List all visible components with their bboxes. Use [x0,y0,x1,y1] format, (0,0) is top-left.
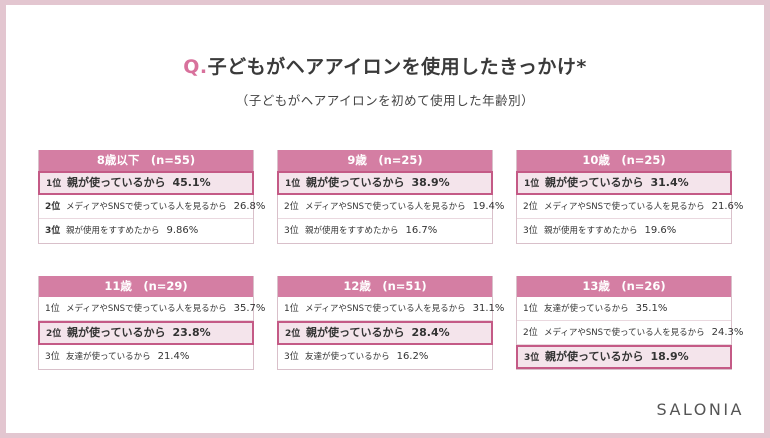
percent-value: 21.6% [711,201,744,212]
rank-label: 3位 [523,226,538,236]
reason-text: 友達が使っているから [305,352,390,362]
card-header: 11歳 (n=29) [39,276,253,297]
percent-value: 28.4% [411,326,450,339]
rank-label: 3位 [284,226,299,236]
rank-label: 3位 [45,226,61,236]
rank-row: 3位 友達が使っているから 21.4% [39,345,253,369]
percent-value: 18.9% [650,350,689,363]
rank-label: 3位 [45,352,60,362]
rank-row: 2位 メディアやSNSで使っている人を見るから 19.4% [278,195,504,219]
card-age-13: 13歳 (n=26) 1位 友達が使っているから 35.1% 2位 メディアやSNSで… [516,276,743,370]
reason-text: 親が使っているから [67,326,166,339]
percent-value: 31.4% [650,176,689,189]
rank-label: 1位 [46,179,62,189]
page-frame: Q.子どもがヘアアイロンを使用したきっかけ* （子どもがヘアアイロンを初めて使用… [6,5,764,433]
reason-text: 親が使っているから [306,326,405,339]
card-header: 13歳 (n=26) [517,276,731,297]
rank-label: 2位 [46,329,62,339]
rank-label: 2位 [285,329,301,339]
percent-value: 38.9% [411,176,450,189]
rank-row: 2位 メディアやSNSで使っている人を見るから 26.8% [39,195,265,219]
percent-value: 21.4% [157,351,190,362]
percent-value: 9.86% [166,225,199,236]
reason-text: 親が使っているから [545,350,644,363]
percent-value: 23.8% [172,326,211,339]
rank-row: 3位 親が使用をすすめたから 9.86% [39,219,253,243]
page-subtitle: （子どもがヘアアイロンを初めて使用した年齢別） [235,93,535,108]
reason-text: 友達が使っているから [544,304,629,314]
rank-label: 2位 [523,202,538,212]
rank-row: 1位 親が使っているから 31.4% [516,171,732,195]
reason-text: メディアやSNSで使っている人を見るから [305,304,466,314]
rank-label: 1位 [523,304,538,314]
card-header: 9歳 (n=25) [278,150,492,171]
rank-label: 1位 [524,179,540,189]
percent-value: 35.7% [233,303,266,314]
card-age-10: 10歳 (n=25) 1位 親が使っているから 31.4% 2位 メディアやSNSで使… [516,150,743,244]
percent-value: 24.3% [711,327,744,338]
rank-row: 2位 メディアやSNSで使っている人を見るから 21.6% [517,195,743,219]
percent-value: 19.4% [472,201,505,212]
rank-row: 2位 親が使っているから 28.4% [277,321,493,345]
rank-row: 1位 メディアやSNSで使っている人を見るから 31.1% [278,297,504,321]
rank-label: 2位 [45,202,61,212]
rank-label: 1位 [45,304,60,314]
reason-text: 親が使用をすすめたから [66,226,160,236]
rank-row: 2位 メディアやSNSで使っている人を見るから 24.3% [517,321,743,345]
card-age-8-under: 8歳以下 (n=55) 1位 親が使っているから 45.1% 2位 メディアやSNSで… [38,150,265,244]
reason-text: 親が使っているから [67,176,166,189]
rank-row: 1位 友達が使っているから 35.1% [517,297,731,321]
reason-text: メディアやSNSで使っている人を見るから [544,202,705,212]
card-age-9: 9歳 (n=25) 1位 親が使っているから 38.9% 2位 メディアやSNSで使っ… [277,150,504,244]
card-header: 8歳以下 (n=55) [39,150,253,171]
rank-row: 1位 メディアやSNSで使っている人を見るから 35.7% [39,297,265,321]
rank-label: 3位 [284,352,299,362]
rank-row: 3位 友達が使っているから 16.2% [278,345,492,369]
reason-text: メディアやSNSで使っている人を見るから [66,202,227,212]
reason-text: メディアやSNSで使っている人を見るから [66,304,227,314]
card-age-12: 12歳 (n=51) 1位 メディアやSNSで使っている人を見るから 31.1% 2… [277,276,504,370]
percent-value: 31.1% [472,303,505,314]
percent-value: 16.2% [396,351,429,362]
rank-row: 3位 親が使っているから 18.9% [516,345,732,369]
rank-label: 2位 [523,328,538,338]
brand-logo: SALONIA [656,400,744,419]
reason-text: 友達が使っているから [66,352,151,362]
reason-text: メディアやSNSで使っている人を見るから [305,202,466,212]
card-header: 12歳 (n=51) [278,276,492,297]
percent-value: 35.1% [635,303,668,314]
rank-label: 1位 [284,304,299,314]
reason-text: 親が使っているから [545,176,644,189]
rank-row: 3位 親が使用をすすめたから 19.6% [517,219,731,243]
rank-row: 2位 親が使っているから 23.8% [38,321,254,345]
title-text: 子どもがヘアアイロンを使用したきっかけ* [207,56,587,78]
percent-value: 26.8% [233,201,266,212]
percent-value: 45.1% [172,176,211,189]
percent-value: 19.6% [644,225,677,236]
rank-row: 3位 親が使用をすすめたから 16.7% [278,219,492,243]
card-header: 10歳 (n=25) [517,150,731,171]
card-age-11: 11歳 (n=29) 1位 メディアやSNSで使っている人を見るから 35.7% 2… [38,276,265,370]
percent-value: 16.7% [405,225,438,236]
reason-text: メディアやSNSで使っている人を見るから [544,328,705,338]
rank-label: 1位 [285,179,301,189]
rank-label: 2位 [284,202,299,212]
reason-text: 親が使っているから [306,176,405,189]
reason-text: 親が使用をすすめたから [544,226,638,236]
rank-row: 1位 親が使っているから 45.1% [38,171,254,195]
rank-row: 1位 親が使っているから 38.9% [277,171,493,195]
question-mark-label: Q. [183,56,208,78]
reason-text: 親が使用をすすめたから [305,226,399,236]
rank-label: 3位 [524,353,540,363]
page-title: Q.子どもがヘアアイロンを使用したきっかけ* [6,52,764,79]
